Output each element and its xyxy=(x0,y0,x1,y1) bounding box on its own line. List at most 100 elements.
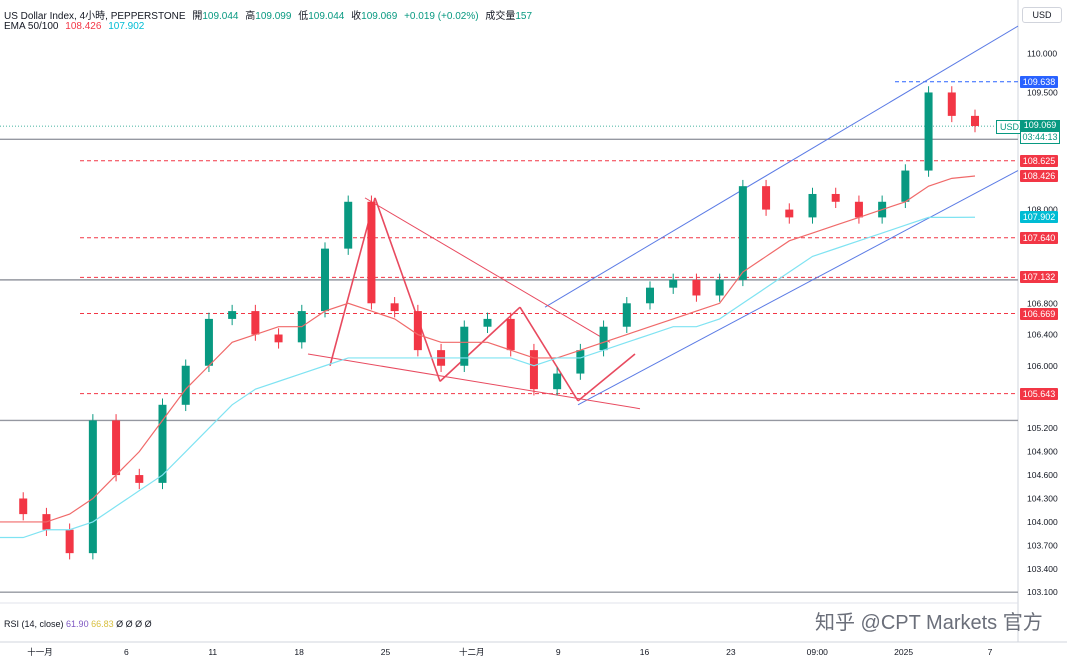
wedge-lower-line xyxy=(307,353,641,410)
rsi-ma-value: 66.83 xyxy=(91,619,114,629)
candle-body xyxy=(924,92,933,171)
ema-legend[interactable]: EMA 50/100 108.426 107.902 xyxy=(4,21,148,32)
candle-body xyxy=(19,498,28,515)
candle-body xyxy=(506,318,515,351)
candle-body xyxy=(367,201,376,304)
y-tick-label: 105.200 xyxy=(1027,423,1058,433)
y-tick-label: 106.800 xyxy=(1027,298,1058,308)
y-tick-label: 106.000 xyxy=(1027,361,1058,371)
y-tick-label: 103.700 xyxy=(1027,540,1058,550)
candle-body xyxy=(901,170,910,202)
y-tick-label: 104.900 xyxy=(1027,447,1058,457)
candle-body xyxy=(738,186,747,280)
candle-body xyxy=(413,311,422,351)
candle-body xyxy=(204,318,213,366)
x-tick-label: 9 xyxy=(556,647,561,657)
price-tag: 108.625 xyxy=(1020,154,1058,167)
ema50-value: 108.426 xyxy=(65,21,102,32)
ema-label: EMA 50/100 xyxy=(4,21,59,32)
candle-body xyxy=(599,326,608,351)
currency-button[interactable]: USD xyxy=(1022,7,1062,23)
candle-body xyxy=(390,303,399,312)
wedge-upper-line xyxy=(364,197,611,343)
candle-body xyxy=(251,311,260,335)
price-tag: 107.902 xyxy=(1020,211,1058,224)
candle-body xyxy=(622,303,631,327)
candle-body xyxy=(553,373,562,390)
y-tick-label: 104.300 xyxy=(1027,493,1058,503)
channel-lower-line xyxy=(577,170,1019,406)
price-tag: 107.640 xyxy=(1020,231,1058,244)
x-tick-label: 23 xyxy=(726,647,736,657)
candle-body xyxy=(181,365,190,405)
x-tick-label: 18 xyxy=(294,647,304,657)
candle-body xyxy=(344,201,353,249)
candle-body xyxy=(529,350,538,390)
x-tick-label: 十二月 xyxy=(459,647,485,657)
ema100-line xyxy=(0,216,976,539)
candle-body xyxy=(158,404,167,483)
zigzag-segment xyxy=(374,197,441,382)
candle-body xyxy=(274,334,283,343)
ema50-line xyxy=(0,175,976,523)
x-tick-label: 11 xyxy=(208,647,217,657)
x-tick-label: 7 xyxy=(988,647,993,657)
x-tick-label: 16 xyxy=(640,647,650,657)
low-value: 109.044 xyxy=(308,11,345,22)
candle-body xyxy=(483,318,492,327)
candle-body xyxy=(135,475,144,483)
current-price-tag: 109.069 03:44:13 xyxy=(1020,120,1060,145)
y-tick-label: 103.100 xyxy=(1027,587,1058,597)
candle-body xyxy=(112,420,121,476)
candle-body xyxy=(321,248,329,312)
candle-body xyxy=(947,92,956,116)
candle-body xyxy=(692,279,701,296)
close-label: 收 xyxy=(351,11,362,22)
candle-body xyxy=(460,326,469,366)
chart-legend: US Dollar Index, 4小時, PEPPERSTONE 開109.0… xyxy=(4,7,536,22)
price-tag: 109.638 xyxy=(1020,75,1058,88)
watermark: 知乎 @CPT Markets 官方 xyxy=(815,612,1043,634)
y-tick-label: 104.600 xyxy=(1027,470,1058,480)
rsi-legend[interactable]: RSI (14, close) 61.90 66.83 Ø Ø Ø Ø xyxy=(4,619,152,629)
candle-body xyxy=(88,420,97,554)
low-label: 低 xyxy=(298,11,309,22)
candle-body xyxy=(576,350,585,374)
ema100-value: 107.902 xyxy=(108,21,145,32)
price-tag: 105.643 xyxy=(1020,387,1058,400)
candle-body xyxy=(831,193,840,202)
y-tick-label: 108.000 xyxy=(1027,205,1058,215)
rsi-label: RSI (14, close) xyxy=(4,619,64,629)
current-price: 109.069 xyxy=(1023,120,1057,131)
candle-body xyxy=(715,279,724,296)
x-tick-label: 十一月 xyxy=(27,647,53,657)
candle-body xyxy=(785,209,794,218)
candle-body xyxy=(971,115,979,127)
open-value: 109.044 xyxy=(202,11,239,22)
volume-label: 成交量 xyxy=(485,11,516,22)
open-label: 開 xyxy=(192,11,203,22)
y-tick-label: 104.000 xyxy=(1027,517,1058,527)
price-tag: 107.132 xyxy=(1020,271,1058,284)
candle-body xyxy=(808,193,817,218)
zigzag-segment xyxy=(519,306,579,402)
candle-body xyxy=(762,186,771,210)
x-tick-label: 2025 xyxy=(894,647,913,657)
high-value: 109.099 xyxy=(255,11,292,22)
symbol-title[interactable]: US Dollar Index, 4小時, PEPPERSTONE xyxy=(4,11,186,22)
y-tick-label: 110.000 xyxy=(1027,48,1057,58)
channel-upper-line xyxy=(544,25,1019,308)
rsi-extra: Ø Ø Ø Ø xyxy=(116,619,152,629)
candle-body xyxy=(65,529,74,554)
rsi-value: 61.90 xyxy=(66,619,89,629)
change-value: +0.019 (+0.02%) xyxy=(404,11,479,22)
bar-countdown: 03:44:13 xyxy=(1020,131,1060,145)
candle-body xyxy=(228,311,237,319)
y-tick-label: 109.500 xyxy=(1027,87,1058,97)
candle-body xyxy=(669,279,678,288)
close-value: 109.069 xyxy=(361,11,398,22)
zigzag-segment xyxy=(439,306,521,382)
x-tick-label: 6 xyxy=(124,647,129,657)
volume-value: 157 xyxy=(515,11,533,22)
